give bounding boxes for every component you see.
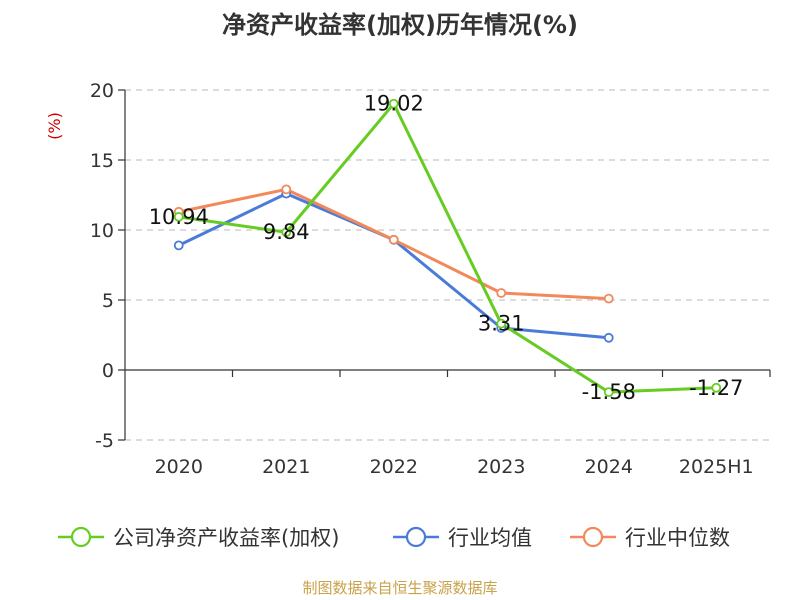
series-lines bbox=[178, 102, 717, 394]
axes bbox=[118, 89, 771, 441]
y-tick-label: -5 bbox=[95, 430, 114, 452]
y-tick-labels: 20 15 10 5 0 -5 bbox=[90, 80, 114, 452]
series-line-0 bbox=[178, 102, 717, 394]
data-point[interactable] bbox=[388, 98, 399, 109]
legend-marker bbox=[405, 526, 427, 548]
legend-label: 公司净资产收益率(加权) bbox=[113, 526, 339, 550]
x-tick-label: 2020 bbox=[155, 456, 203, 478]
chart-title: 净资产收益率(加权)历年情况(%) bbox=[222, 11, 578, 39]
legend-item-2[interactable]: 行业中位数 bbox=[570, 526, 730, 550]
data-label: -1.27 bbox=[689, 376, 743, 400]
legend[interactable]: 公司净资产收益率(加权) 行业均值 行业中位数 bbox=[58, 526, 730, 550]
x-tick-label: 2024 bbox=[585, 456, 633, 478]
legend-item-0[interactable]: 公司净资产收益率(加权) bbox=[58, 526, 339, 550]
x-tick-label: 2022 bbox=[370, 456, 418, 478]
data-point[interactable] bbox=[173, 240, 184, 251]
data-point[interactable] bbox=[496, 288, 507, 298]
legend-marker bbox=[582, 526, 604, 548]
x-tick-label: 2023 bbox=[477, 456, 525, 478]
y-tick-label: 15 bbox=[90, 150, 114, 172]
data-point[interactable] bbox=[496, 318, 507, 329]
x-tick-label: 2021 bbox=[262, 456, 310, 478]
data-point[interactable] bbox=[173, 211, 184, 222]
x-tick-labels: 2020 2021 2022 2023 2024 2025H1 bbox=[155, 456, 754, 478]
data-point[interactable] bbox=[388, 234, 399, 245]
legend-label: 行业均值 bbox=[448, 526, 532, 550]
data-label: 3.31 bbox=[478, 312, 525, 336]
data-label: 19.02 bbox=[364, 92, 424, 116]
y-tick-label: 10 bbox=[90, 220, 114, 242]
data-point[interactable] bbox=[603, 293, 614, 304]
data-point[interactable] bbox=[711, 382, 722, 393]
legend-item-1[interactable]: 行业均值 bbox=[393, 526, 532, 550]
data-point[interactable] bbox=[603, 387, 614, 398]
y-tick-label: 20 bbox=[90, 80, 114, 102]
data-point[interactable] bbox=[603, 332, 614, 343]
y-tick-label: 5 bbox=[102, 290, 114, 312]
y-axis-label: (%) bbox=[45, 112, 64, 140]
legend-marker bbox=[70, 526, 92, 548]
grid-lines bbox=[125, 89, 770, 441]
data-point[interactable] bbox=[281, 184, 292, 195]
series-line-1 bbox=[178, 192, 609, 340]
data-label: -1.58 bbox=[582, 380, 636, 404]
data-label: 9.84 bbox=[263, 220, 310, 244]
series-points bbox=[173, 98, 722, 398]
data-labels: 10.94 9.84 19.02 3.31 -1.58 -1.27 bbox=[149, 92, 744, 404]
data-point[interactable] bbox=[281, 227, 292, 238]
y-tick-label: 0 bbox=[102, 360, 114, 382]
source-note: 制图数据来自恒生聚源数据库 bbox=[302, 579, 497, 597]
data-label: 10.94 bbox=[149, 205, 209, 229]
legend-label: 行业中位数 bbox=[625, 526, 730, 550]
x-tick-label: 2025H1 bbox=[679, 456, 754, 478]
